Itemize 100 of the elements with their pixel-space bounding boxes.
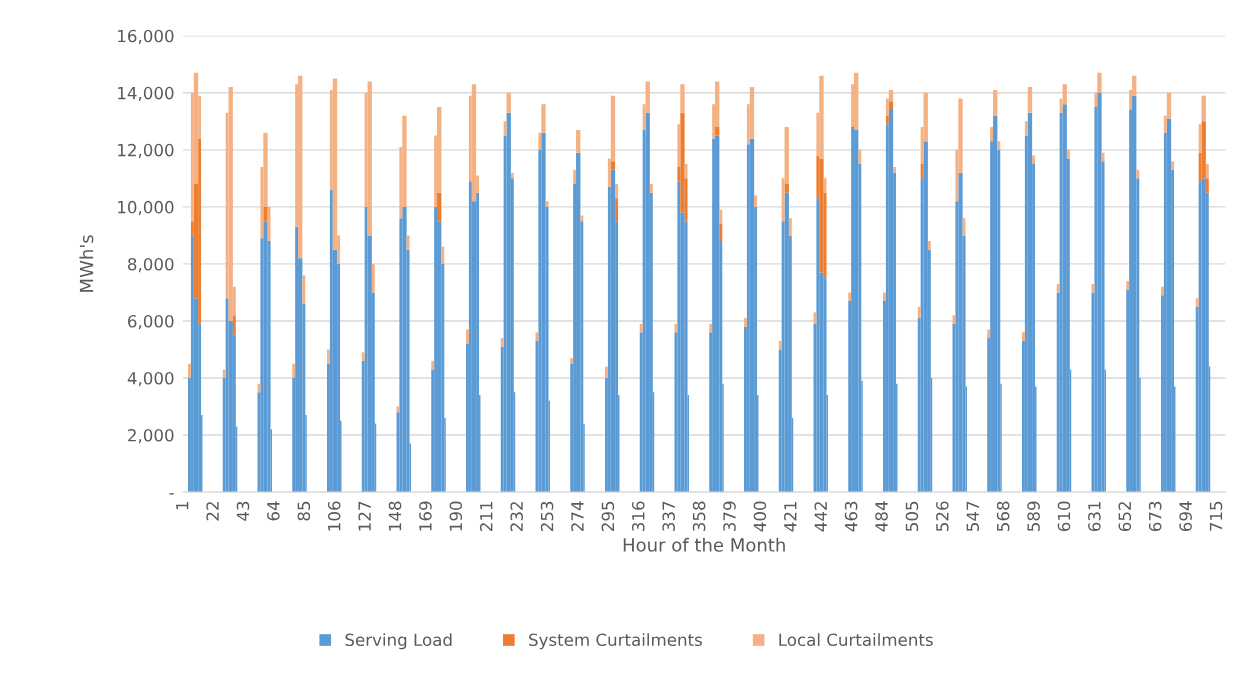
bar (749, 138, 755, 493)
bar (709, 323, 713, 333)
bar (500, 338, 504, 347)
bar (298, 75, 303, 259)
bar (1062, 104, 1067, 493)
y-tick-label: 14,000 (118, 86, 174, 102)
y-tick-label: 12,000 (118, 143, 174, 159)
bar (1205, 164, 1209, 179)
bar (854, 72, 859, 130)
bar (819, 75, 824, 159)
bar (406, 235, 410, 250)
bar (993, 89, 998, 116)
bar (788, 218, 792, 236)
bar (1205, 178, 1209, 193)
bar (605, 366, 608, 378)
bar (434, 206, 438, 493)
bar (570, 358, 574, 364)
bar (1195, 298, 1199, 307)
x-tick-label: 274 (571, 501, 584, 531)
bar (885, 115, 889, 125)
bar (541, 104, 546, 133)
bar (329, 189, 333, 493)
x-tick-label: 337 (662, 501, 675, 531)
bar (851, 127, 855, 493)
bar (503, 121, 507, 136)
bar (580, 215, 584, 222)
bar (198, 138, 202, 324)
bar (883, 292, 886, 301)
y-axis-title: MWh's (79, 235, 94, 292)
x-tick-label: 400 (753, 501, 767, 532)
legend-label: Serving Load (345, 633, 452, 650)
x-tick-label: 589 (1027, 501, 1040, 531)
x-tick-label: 169 (419, 501, 432, 531)
x-tick-label: 547 (966, 501, 980, 531)
x-tick-label: 715 (1209, 501, 1223, 531)
bar (888, 109, 894, 493)
bar (431, 360, 435, 370)
bar (784, 192, 789, 493)
bar (1201, 178, 1206, 493)
x-tick-label: 631 (1088, 501, 1101, 532)
bar (1166, 118, 1172, 493)
bar (371, 263, 375, 293)
bar (292, 363, 296, 378)
x-tick-label: 106 (327, 501, 341, 531)
bar (1066, 149, 1070, 159)
bar (1097, 92, 1102, 493)
bar (468, 181, 472, 493)
bar (506, 92, 511, 113)
bar (295, 226, 299, 493)
bar (888, 101, 894, 110)
bar (1132, 95, 1137, 493)
bar (1027, 112, 1033, 493)
bar (267, 206, 271, 242)
x-tick-label: 610 (1057, 501, 1071, 532)
y-tick-label: - (169, 493, 174, 495)
x-tick-label: 43 (236, 501, 250, 521)
x-tick-label: 463 (844, 501, 858, 532)
bar (327, 349, 330, 364)
bar (639, 323, 643, 333)
x-tick-label: 673 (1148, 501, 1162, 532)
bar (541, 132, 546, 493)
x-tick-label: 22 (206, 502, 219, 521)
x-tick-label: 295 (601, 501, 615, 531)
bar (1201, 95, 1206, 122)
legend-label: Local Curtailments (779, 633, 933, 647)
x-tick-label: 253 (540, 501, 554, 531)
bar (1161, 286, 1164, 296)
bar (719, 224, 723, 242)
bar (573, 169, 577, 185)
x-tick-label: 1 (176, 501, 189, 510)
bar (263, 206, 268, 222)
bar (854, 129, 859, 493)
y-tick-label: 4,000 (127, 371, 174, 387)
x-tick-label: 232 (510, 502, 523, 531)
bar (823, 178, 827, 193)
bar (917, 306, 921, 319)
bar (923, 141, 928, 493)
bar (927, 241, 931, 250)
bar (677, 181, 681, 493)
x-tick-label: 484 (875, 501, 888, 532)
bar (1201, 121, 1206, 179)
x-tick-label: 358 (692, 501, 706, 531)
y-tick-label: 8,000 (128, 257, 174, 273)
bar (1136, 169, 1140, 179)
bar (506, 112, 511, 493)
bar (858, 149, 862, 165)
bar (997, 141, 1001, 150)
x-tick-label: 148 (388, 501, 402, 531)
bar (228, 87, 233, 321)
bar (1032, 155, 1036, 165)
bar (232, 315, 236, 336)
bar (1056, 283, 1060, 293)
bar (545, 201, 549, 207)
x-tick-label: 316 (631, 501, 645, 531)
bar (263, 221, 268, 493)
bar (1198, 181, 1202, 493)
bar (715, 127, 720, 136)
bar (712, 138, 716, 493)
bar (680, 84, 685, 113)
bar (610, 169, 616, 493)
